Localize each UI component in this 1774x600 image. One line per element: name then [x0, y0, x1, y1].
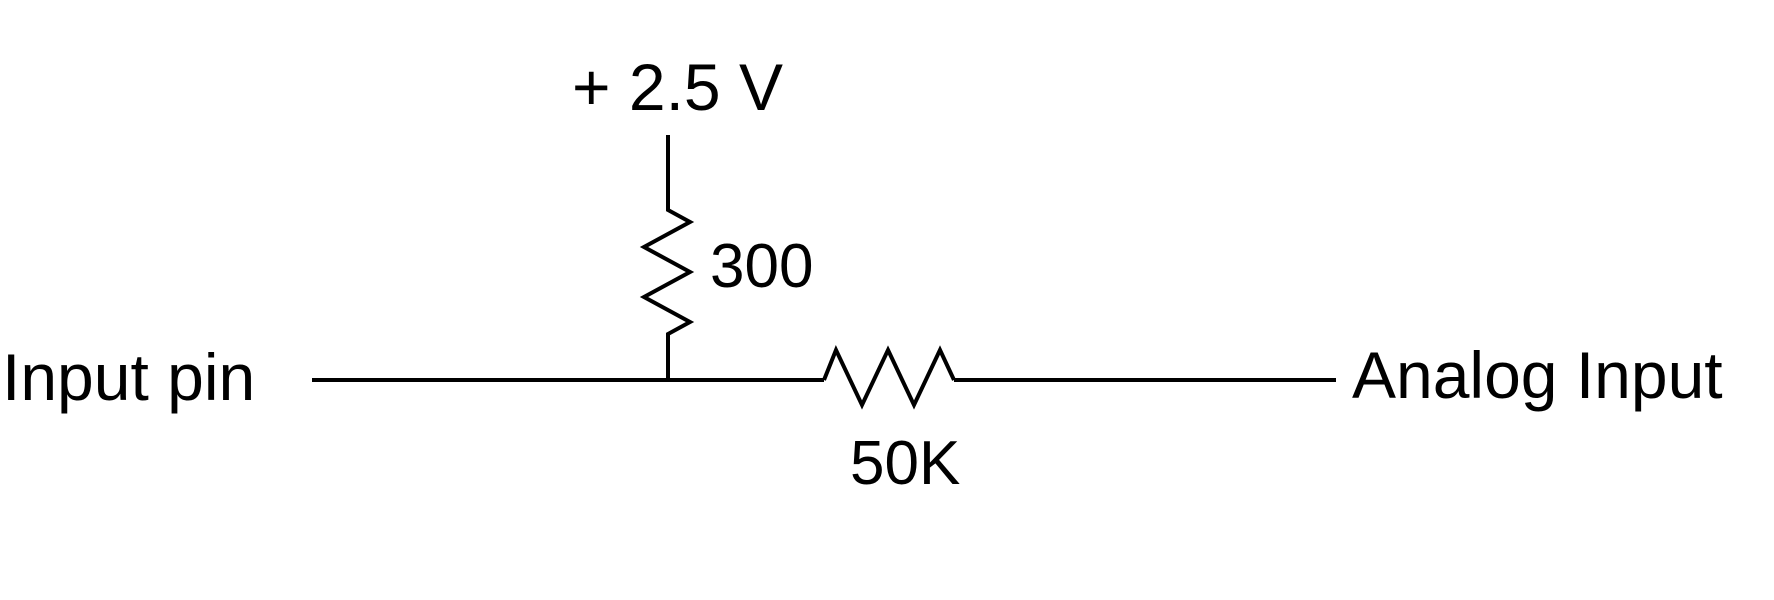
input-pin-label: Input pin [2, 340, 255, 414]
pullup-resistor [639, 190, 695, 378]
analog-input-label: Analog Input [1352, 338, 1723, 412]
pullup-resistor-value: 300 [710, 232, 813, 301]
series-resistor-value: 50K [850, 429, 960, 498]
supply-voltage-label: + 2.5 V [572, 50, 783, 124]
series-resistor [822, 344, 956, 410]
